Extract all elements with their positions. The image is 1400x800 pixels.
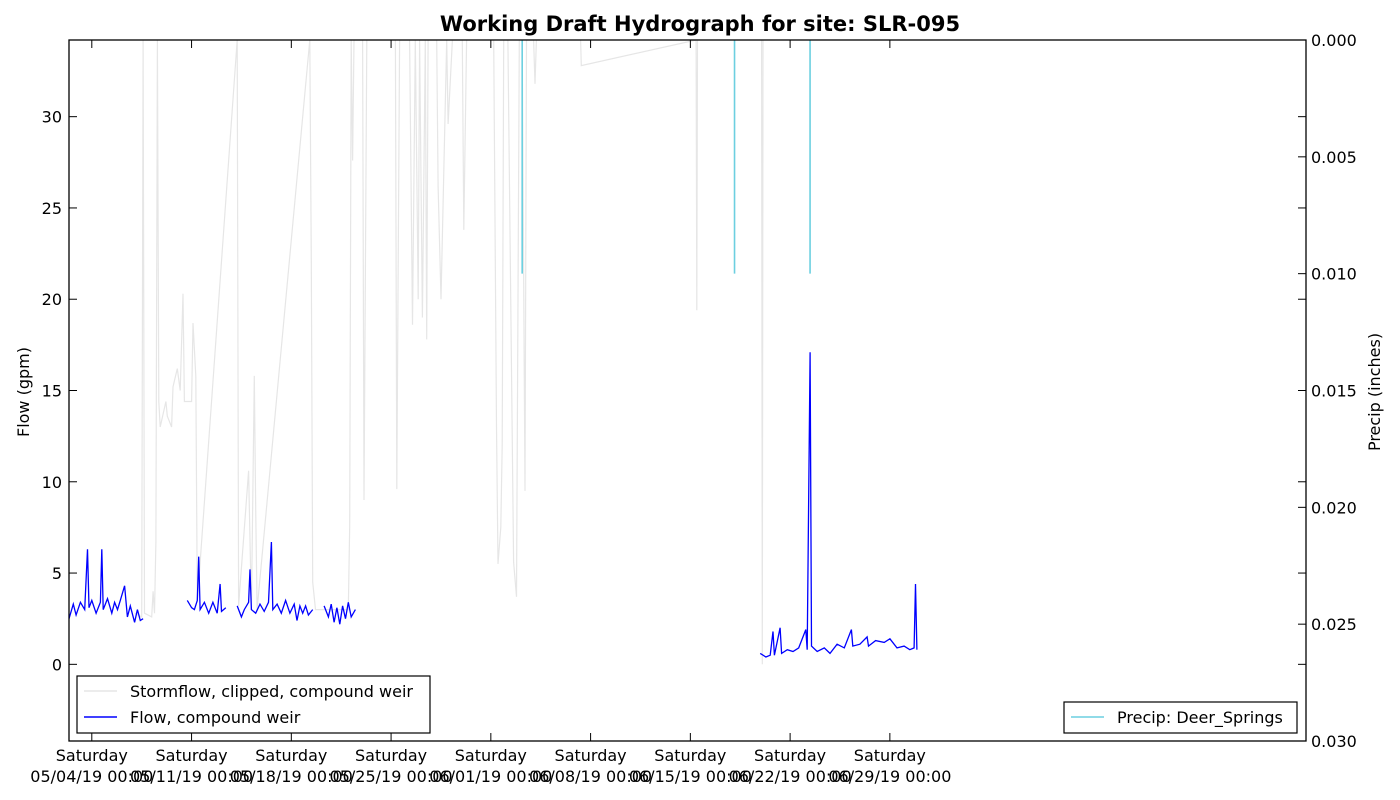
- series-line-flow-segment-3: [236, 541, 314, 621]
- x-tick-label-date: 06/22/19 00:00: [729, 767, 852, 786]
- x-tick-label-day: Saturday: [654, 746, 726, 765]
- y2-tick-label: 0.000: [1311, 31, 1357, 50]
- x-tick-label-date: 06/29/19 00:00: [828, 767, 951, 786]
- x-tick-label-day: Saturday: [156, 746, 228, 765]
- y2-tick-label: 0.025: [1311, 615, 1357, 634]
- x-tick-label-day: Saturday: [754, 746, 826, 765]
- x-tick-label-day: Saturday: [455, 746, 527, 765]
- series-line-flow-segment-2: [186, 556, 227, 615]
- legend-right: Precip: Deer_Springs: [1063, 701, 1298, 734]
- y2-tick-label: 0.030: [1311, 732, 1357, 751]
- y-tick-label: 20: [42, 290, 62, 309]
- y-tick-label: 15: [42, 382, 62, 401]
- chart-title: Working Draft Hydrograph for site: SLR-0…: [440, 12, 960, 36]
- y2-tick-label: 0.005: [1311, 148, 1357, 167]
- y-tick-label: 25: [42, 199, 62, 218]
- x-tick-label-day: Saturday: [555, 746, 627, 765]
- x-tick-label-day: Saturday: [854, 746, 926, 765]
- series-line-flow-segment-4: [323, 602, 356, 625]
- legend-left-label: Stormflow, clipped, compound weir: [130, 682, 413, 701]
- y2-tick-label: 0.015: [1311, 382, 1357, 401]
- y2-axis-label: Precip (inches): [1365, 333, 1384, 451]
- x-tick-label-date: 05/25/19 00:00: [330, 767, 453, 786]
- y2-tick-label: 0.010: [1311, 265, 1357, 284]
- legend-left-label: Flow, compound weir: [130, 708, 301, 727]
- series-line-flow-segment-1: [69, 549, 144, 623]
- plot-series-group: [69, 40, 918, 665]
- x-tick-label-date: 05/11/19 00:00: [130, 767, 253, 786]
- y2-tick-label: 0.020: [1311, 498, 1357, 517]
- x-tick-label-day: Saturday: [56, 746, 128, 765]
- x-tick-label-date: 06/01/19 00:00: [429, 767, 552, 786]
- series-layer: [69, 40, 918, 665]
- axes-layer: 0 5 10 15 20 25 30 0.000 0.005 0.010 0.015 0.020 0.0…: [30, 31, 1357, 786]
- x-tick-label-day: Saturday: [355, 746, 427, 765]
- y-tick-label: 10: [42, 473, 62, 492]
- legend-layer: Stormflow, clipped, compound weir Flow, c…: [76, 675, 1298, 734]
- legend-right-label: Precip: Deer_Springs: [1117, 708, 1283, 728]
- legend-left-box: [76, 675, 431, 734]
- series-line-stormflow: [134, 40, 764, 665]
- series-line-flow-segment-5: [759, 352, 918, 658]
- y-tick-label: 0: [52, 655, 62, 674]
- x-tick-label-date: 05/18/19 00:00: [230, 767, 353, 786]
- x-tick-label-date: 05/04/19 00:00: [30, 767, 153, 786]
- x-tick-label-date: 06/15/19 00:00: [629, 767, 752, 786]
- x-tick-label-day: Saturday: [255, 746, 327, 765]
- y-tick-label: 5: [52, 564, 62, 583]
- y-axis-label: Flow (gpm): [14, 347, 33, 437]
- legend-left: Stormflow, clipped, compound weir Flow, c…: [76, 675, 431, 734]
- x-tick-label-date: 06/08/19 00:00: [529, 767, 652, 786]
- y-tick-label: 30: [42, 108, 62, 127]
